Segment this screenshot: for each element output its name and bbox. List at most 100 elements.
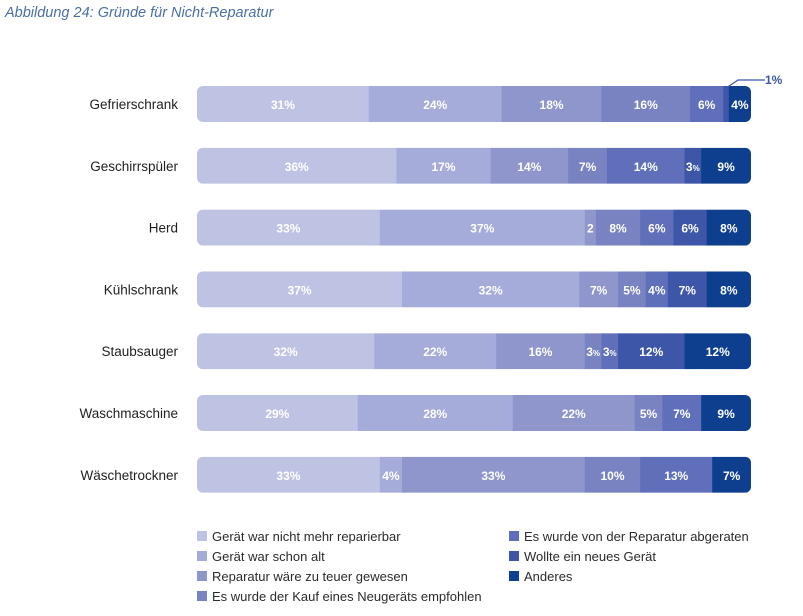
bar-segment xyxy=(584,333,602,370)
legend-swatch xyxy=(509,531,519,541)
data-label: 16% xyxy=(528,345,552,359)
bar-row xyxy=(197,456,751,493)
data-label: 12% xyxy=(706,345,730,359)
bar-segment xyxy=(197,456,381,493)
data-label: 14% xyxy=(634,160,658,174)
data-label: 5% xyxy=(623,283,641,297)
bar-segment xyxy=(662,395,702,431)
bar-segment xyxy=(667,271,707,308)
data-label: 8% xyxy=(720,222,738,236)
bar-segment xyxy=(618,271,647,308)
bar-segment xyxy=(728,86,751,122)
bar-segment xyxy=(601,86,691,122)
data-label: 7% xyxy=(679,283,697,297)
data-label: 8% xyxy=(720,283,738,297)
data-label: 37% xyxy=(470,222,494,236)
data-label: 6% xyxy=(698,98,716,112)
legend-label: Gerät war nicht mehr reparierbar xyxy=(212,528,401,544)
legend-swatch xyxy=(197,551,207,561)
category-label: Kühlschrank xyxy=(104,282,179,297)
data-label: 2 xyxy=(587,222,594,236)
legend-swatch xyxy=(197,571,207,581)
data-label: 17% xyxy=(432,160,456,174)
bar-segment xyxy=(640,209,674,246)
data-label: 24% xyxy=(423,98,447,112)
bar-segment xyxy=(706,271,751,308)
legend-item: Es wurde der Kauf eines Neugeräts empfoh… xyxy=(197,587,482,605)
legend-swatch xyxy=(509,551,519,561)
data-label: 16% xyxy=(634,98,658,112)
category-label: Staubsauger xyxy=(101,344,178,359)
bar-segment xyxy=(595,209,641,246)
bar-segment xyxy=(357,395,514,431)
bar-segment xyxy=(368,86,502,122)
bar-segment xyxy=(606,147,685,184)
legend-swatch xyxy=(509,571,519,581)
data-label: 14% xyxy=(517,160,541,174)
bar-segment xyxy=(584,456,641,493)
bar-segment xyxy=(568,147,608,184)
data-label: 3% xyxy=(603,345,617,359)
bar-segment xyxy=(501,86,602,122)
data-label: 9% xyxy=(717,407,735,421)
bar-segment xyxy=(401,456,586,493)
callout-leader-line xyxy=(725,79,765,89)
bar-segment xyxy=(197,147,397,184)
bar-segment xyxy=(490,147,569,184)
data-label: 33% xyxy=(481,469,505,483)
legend-swatch xyxy=(197,531,207,541)
bar-row xyxy=(197,86,751,122)
legend-label: Wollte ein neues Gerät xyxy=(524,548,656,564)
bar-segment xyxy=(401,271,580,308)
bar-segment xyxy=(601,333,619,370)
bar-row xyxy=(197,271,751,308)
bar-segment xyxy=(640,456,713,493)
data-label: 7% xyxy=(673,407,691,421)
bar-segment xyxy=(673,209,707,246)
category-label: Geschirrspüler xyxy=(90,159,178,174)
bar-row xyxy=(197,209,751,246)
legend-label: Es wurde der Kauf eines Neugeräts empfoh… xyxy=(212,588,482,604)
data-label: 33% xyxy=(276,469,300,483)
data-label: 37% xyxy=(287,283,311,297)
data-label: 4% xyxy=(731,98,749,112)
legend-item: Gerät war schon alt xyxy=(197,547,325,565)
legend-label: Anderes xyxy=(524,568,573,584)
bar-segment xyxy=(374,333,497,370)
data-label: 31% xyxy=(271,98,295,112)
legend-item: Reparatur wäre zu teuer gewesen xyxy=(197,567,408,585)
data-label: 33% xyxy=(276,222,300,236)
data-label: 7% xyxy=(579,160,597,174)
data-label: 13% xyxy=(664,469,688,483)
data-label: 10% xyxy=(600,469,624,483)
category-label: Herd xyxy=(149,221,178,236)
bar-segment xyxy=(684,333,751,370)
bar-segment xyxy=(197,209,381,246)
data-label: 7% xyxy=(723,469,741,483)
data-label: 18% xyxy=(540,98,564,112)
data-label: 8% xyxy=(609,222,627,236)
bar-segment xyxy=(579,271,619,308)
bar-row xyxy=(197,333,751,370)
legend-label: Gerät war schon alt xyxy=(212,548,325,564)
bar-segment xyxy=(684,147,702,184)
category-label: Wäschetrockner xyxy=(80,468,178,483)
bar-row xyxy=(197,395,751,431)
data-label: 4% xyxy=(648,283,666,297)
stacked-bar-chart: Gefrierschrank 31% 24% 18% 16% 6% 4%Geschirrsp… xyxy=(79,73,783,493)
legend-item: Anderes xyxy=(509,567,572,585)
data-label: 36% xyxy=(285,160,309,174)
bar-segment xyxy=(379,209,586,246)
bar-segment xyxy=(634,395,663,431)
legend-label: Es wurde von der Reparatur abgeraten xyxy=(524,528,749,544)
chart-legend: Gerät war nicht mehr reparierbar Gerät wa… xyxy=(197,527,787,607)
data-label: 3% xyxy=(586,345,600,359)
bar-segment xyxy=(701,147,751,184)
bar-segment xyxy=(396,147,491,184)
bar-segment xyxy=(197,395,358,431)
legend-item: Gerät war nicht mehr reparierbar xyxy=(197,527,401,545)
data-label: 32% xyxy=(479,283,503,297)
bar-segment xyxy=(584,209,597,246)
bar-segment xyxy=(379,456,403,493)
bar-segment xyxy=(197,333,375,370)
